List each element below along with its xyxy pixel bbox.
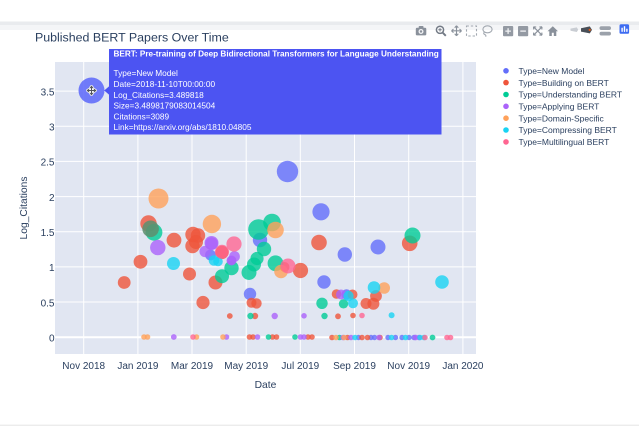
svg-text:Type=Multilingual BERT: Type=Multilingual BERT [519,137,610,147]
svg-text:Size=3.4898179083014504: Size=3.4898179083014504 [114,101,216,111]
svg-text:1.5: 1.5 [41,228,55,239]
svg-text:Date: Date [255,380,277,391]
svg-text:Nov 2019: Nov 2019 [387,361,430,372]
svg-text:May 2019: May 2019 [224,361,268,372]
svg-text:Jul 2019: Jul 2019 [281,361,319,372]
svg-text:2: 2 [49,193,55,204]
svg-text:Type=New Model: Type=New Model [519,66,585,76]
svg-text:Jan 2020: Jan 2020 [442,361,484,372]
svg-text:Type=New Model: Type=New Model [114,68,178,78]
svg-text:Type=Domain-Specific: Type=Domain-Specific [519,113,605,123]
svg-text:Mar 2019: Mar 2019 [171,361,214,372]
svg-text:Citations=3089: Citations=3089 [114,111,170,121]
svg-text:Jan 2019: Jan 2019 [117,361,159,372]
svg-text:Log_Citations: Log_Citations [19,177,30,240]
svg-text:Type=Building on BERT: Type=Building on BERT [519,78,609,88]
svg-text:0: 0 [49,334,55,345]
svg-text:1: 1 [49,263,55,274]
svg-text:Type=Understanding BERT: Type=Understanding BERT [519,90,623,100]
svg-text:Log_Citations=3.489818: Log_Citations=3.489818 [114,90,205,100]
svg-text:Published BERT Papers Over Tim: Published BERT Papers Over Time [35,31,229,45]
svg-text:Type=Compressing BERT: Type=Compressing BERT [519,125,617,135]
svg-text:Nov 2018: Nov 2018 [62,361,105,372]
svg-text:Sep 2019: Sep 2019 [333,361,376,372]
svg-text:3: 3 [49,123,55,134]
svg-text:Link=https://arxiv.org/abs/181: Link=https://arxiv.org/abs/1810.04805 [114,122,252,132]
svg-text:Date=2018-11-10T00:00:00: Date=2018-11-10T00:00:00 [114,79,216,89]
svg-text:0.5: 0.5 [41,298,55,309]
svg-text:2.5: 2.5 [41,158,55,169]
svg-text:Type=Applying BERT: Type=Applying BERT [519,102,600,112]
svg-text:3.5: 3.5 [41,87,55,98]
svg-text:BERT: Pre-training of Deep Bid: BERT: Pre-training of Deep Bidirectional… [114,50,439,59]
